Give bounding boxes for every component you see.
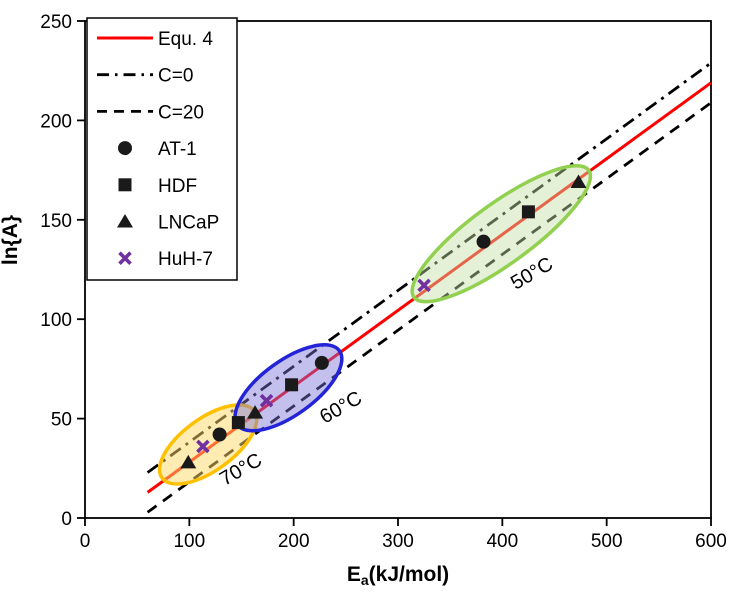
legend: Equ. 4 C=0 C=20 AT-1 HDF LNCaP HuH-7 [86, 17, 238, 281]
marker-huh-7 [196, 439, 210, 454]
legend-item-equ-4: Equ. 4 [97, 29, 213, 50]
marker-at-1 [314, 355, 329, 370]
legend-item-hdf: HDF [118, 176, 197, 197]
x-tick-label: 300 [382, 531, 414, 552]
legend-swatch-at-1 [118, 141, 132, 156]
legend-swatch-hdf [118, 178, 132, 192]
series-at-1 [212, 234, 491, 442]
x-axis-title: Ea(kJ/mol) [347, 563, 449, 588]
legend-item-c-0: C=0 [97, 66, 193, 87]
series-hdf [231, 205, 535, 430]
x-tick-label: 100 [173, 531, 205, 552]
x-tick-label: 400 [486, 531, 518, 552]
y-tick-label: 50 [51, 410, 72, 431]
legend-item-at-1: AT-1 [118, 139, 197, 160]
legend-label-equ-4: Equ. 4 [158, 29, 213, 50]
legend-swatch-lncap [117, 214, 133, 228]
marker-lncap [180, 454, 197, 469]
legend-label-hdf: HDF [158, 176, 197, 197]
legend-swatch-huh-7 [118, 251, 132, 265]
marker-at-1 [476, 234, 491, 249]
y-axis-title: ln{A} [0, 215, 22, 265]
marker-lncap [247, 405, 264, 419]
y-tick-label: 150 [40, 211, 72, 232]
x-tick-label: 600 [695, 531, 727, 552]
legend-item-lncap: LNCaP [117, 213, 219, 234]
series-huh-7 [196, 278, 431, 454]
legend-item-c-20: C=20 [97, 102, 204, 123]
marker-hdf [521, 205, 535, 219]
legend-label-c-0: C=0 [158, 66, 193, 87]
y-tick-label: 200 [40, 111, 72, 132]
marker-at-1 [212, 427, 227, 442]
marker-huh-7 [417, 278, 431, 293]
marker-lncap [570, 174, 587, 189]
series-lncap [180, 174, 587, 469]
y-tick-label: 0 [61, 509, 72, 530]
marker-hdf [285, 378, 299, 392]
x-tick-label: 500 [591, 531, 623, 552]
legend-box [86, 17, 238, 281]
cluster-ellipse-50-c [410, 164, 593, 304]
x-tick-label: 0 [80, 531, 91, 552]
legend-label-at-1: AT-1 [158, 139, 197, 160]
y-tick-label: 100 [40, 310, 72, 331]
legend-label-c-20: C=20 [158, 102, 204, 123]
legend-item-huh-7: HuH-7 [118, 249, 213, 270]
legend-label-lncap: LNCaP [158, 213, 219, 234]
y-tick-label: 250 [40, 12, 72, 33]
legend-label-huh-7: HuH-7 [158, 249, 213, 270]
marker-hdf [231, 416, 245, 430]
x-tick-label: 200 [278, 531, 310, 552]
marker-huh-7 [259, 393, 274, 408]
